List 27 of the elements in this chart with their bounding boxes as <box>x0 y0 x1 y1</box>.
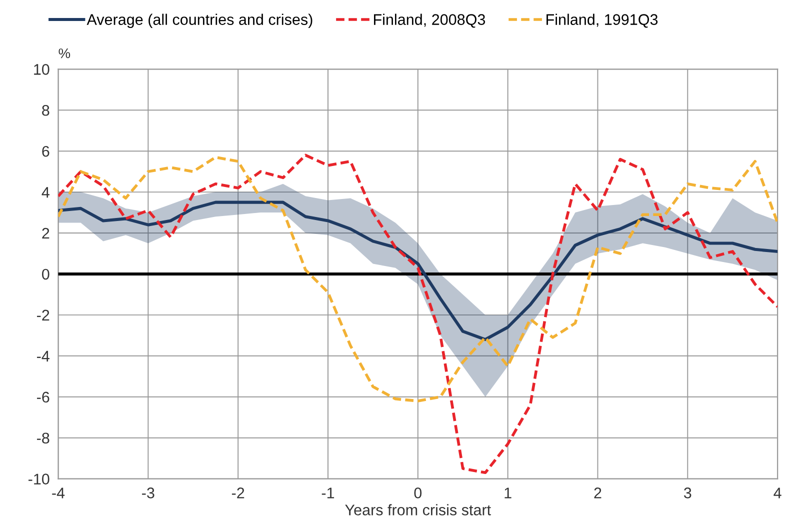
x-tick-label: -2 <box>232 488 244 498</box>
x-tick-label: -1 <box>322 488 334 498</box>
y-tick-label: -8 <box>37 432 50 444</box>
x-tick-label: 3 <box>684 488 692 498</box>
legend-label: Average (all countries and crises) <box>86 14 312 28</box>
line-series <box>58 200 778 342</box>
x-tick-label: -4 <box>52 488 65 498</box>
y-tick-label: -10 <box>28 474 50 484</box>
legend-label: Finland, 1991Q3 <box>546 14 658 28</box>
x-axis-title: Years from crisis start <box>345 504 491 516</box>
y-tick-label: -2 <box>37 310 50 320</box>
x-tick-label: 2 <box>594 488 602 498</box>
y-tick-label: -6 <box>37 392 50 403</box>
x-tick-label: -3 <box>142 488 154 498</box>
x-tick-label: 1 <box>504 488 512 498</box>
line-series <box>58 154 778 474</box>
x-tick-label: 4 <box>774 488 782 498</box>
y-tick-label: 4 <box>42 187 50 198</box>
y-tick-label: 10 <box>34 64 50 75</box>
y-tick-label: -4 <box>37 350 50 362</box>
y-axis-title: % <box>58 48 70 58</box>
y-tick-label: 6 <box>42 146 50 157</box>
legend-label: Finland, 2008Q3 <box>374 14 486 28</box>
y-tick-label: 2 <box>42 228 50 239</box>
y-tick-label: 0 <box>42 268 50 280</box>
y-tick-label: 8 <box>42 104 50 116</box>
x-tick-label: 0 <box>414 488 422 498</box>
